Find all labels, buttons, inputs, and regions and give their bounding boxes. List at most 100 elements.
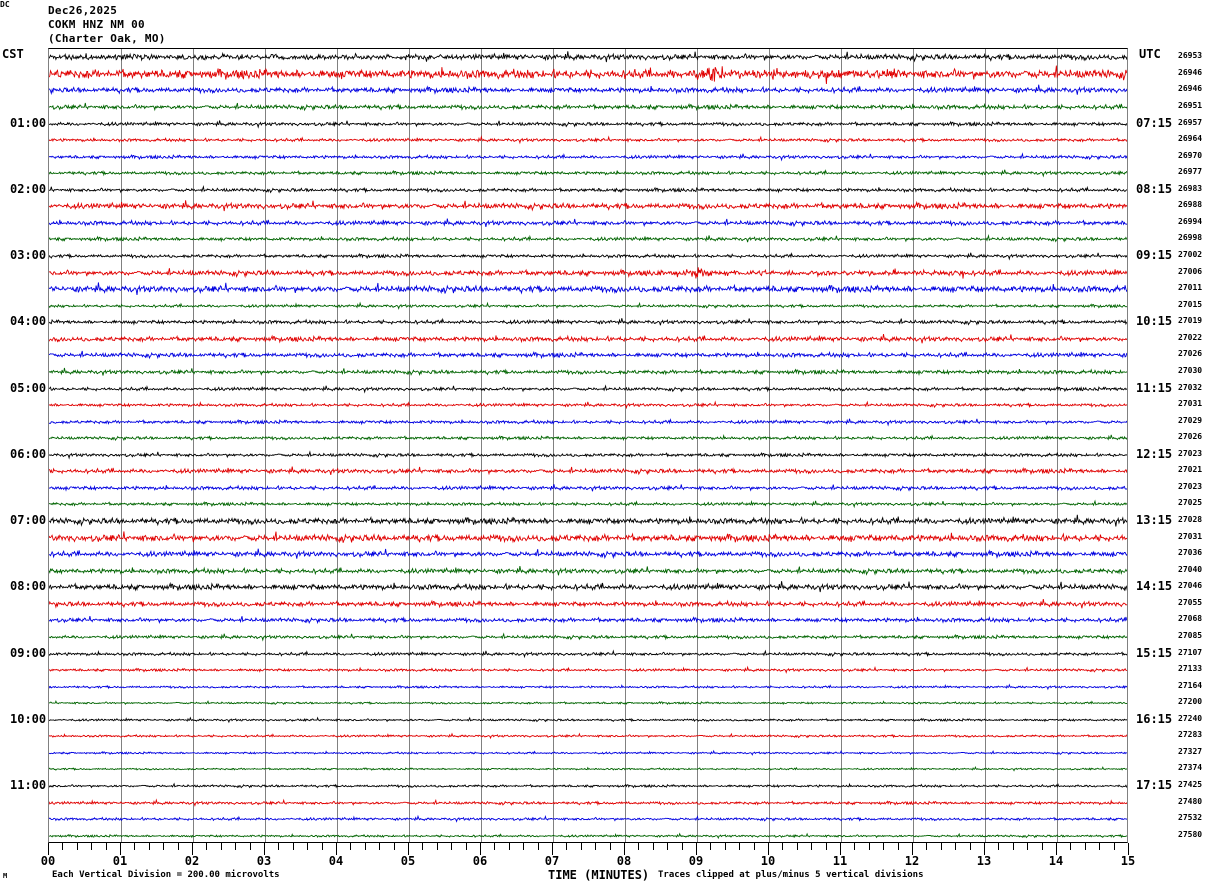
utc-time-label-1215: 12:15 xyxy=(1136,446,1173,461)
xtick-minor xyxy=(681,843,683,850)
dc-value-37: 27133 xyxy=(1178,664,1203,674)
xtick-label-14: 14 xyxy=(1048,854,1064,868)
trace-15 xyxy=(49,284,1127,328)
dc-value-19: 27030 xyxy=(1178,365,1203,375)
cst-time-label-0300: 03:00 xyxy=(10,248,47,263)
gridline-minute-09 xyxy=(697,49,698,842)
dc-value-1: 26946 xyxy=(1178,67,1203,77)
dc-value-15: 27015 xyxy=(1178,299,1203,309)
gridline-minute-06 xyxy=(481,49,482,842)
xtick-minor xyxy=(134,843,136,850)
dc-value-18: 27026 xyxy=(1178,349,1203,359)
trace-32 xyxy=(49,565,1127,609)
trace-18 xyxy=(49,333,1127,377)
xtick-minor xyxy=(955,843,957,850)
trace-40 xyxy=(49,698,1127,742)
dc-value-27: 27025 xyxy=(1178,498,1203,508)
dc-value-11: 26998 xyxy=(1178,233,1203,243)
utc-time-label-0715: 07:15 xyxy=(1136,115,1173,130)
xtick-minor xyxy=(436,843,438,850)
xtick-minor xyxy=(177,843,179,850)
utc-time-label-1315: 13:15 xyxy=(1136,513,1173,528)
dc-value-21: 27031 xyxy=(1178,399,1203,409)
cst-axis-label: CST xyxy=(2,47,24,61)
xtick-minor xyxy=(1070,843,1072,850)
trace-21 xyxy=(49,383,1127,427)
xtick-major-11 xyxy=(840,843,841,855)
xtick-major-04 xyxy=(336,843,337,855)
cst-time-label-0500: 05:00 xyxy=(10,380,47,395)
gridline-minute-10 xyxy=(769,49,770,842)
scale-note: Each Vertical Division = 200.00 microvol… xyxy=(52,870,280,880)
xtick-minor xyxy=(595,843,597,850)
xtick-label-15: 15 xyxy=(1120,854,1136,868)
trace-37 xyxy=(49,648,1127,692)
xtick-minor xyxy=(897,843,899,850)
dc-value-13: 27006 xyxy=(1178,266,1203,276)
cst-time-label-1000: 10:00 xyxy=(10,711,47,726)
xtick-minor xyxy=(364,843,366,850)
trace-47 xyxy=(49,814,1127,842)
cst-time-label-0200: 02:00 xyxy=(10,181,47,196)
dc-value-12: 27002 xyxy=(1178,250,1203,260)
utc-axis-label: UTC xyxy=(1139,47,1161,61)
trace-31 xyxy=(49,549,1127,593)
xtick-label-09: 09 xyxy=(688,854,704,868)
trace-42 xyxy=(49,731,1127,775)
xtick-label-12: 12 xyxy=(904,854,920,868)
trace-8 xyxy=(49,168,1127,212)
dc-value-45: 27480 xyxy=(1178,796,1203,806)
dc-value-26: 27023 xyxy=(1178,481,1203,491)
xtick-label-04: 04 xyxy=(328,854,344,868)
dc-value-36: 27107 xyxy=(1178,647,1203,657)
dc-value-6: 26970 xyxy=(1178,150,1203,160)
gridline-minute-07 xyxy=(553,49,554,842)
trace-30 xyxy=(49,532,1127,576)
seismogram-plot-area[interactable] xyxy=(48,48,1128,843)
xtick-major-09 xyxy=(696,843,697,855)
dc-value-22: 27029 xyxy=(1178,415,1203,425)
xtick-minor xyxy=(1041,843,1043,850)
xtick-minor xyxy=(235,843,237,850)
xtick-minor xyxy=(1084,843,1086,850)
trace-38 xyxy=(49,665,1127,709)
trace-23 xyxy=(49,416,1127,460)
xtick-minor xyxy=(76,843,78,850)
xtick-minor xyxy=(163,843,165,850)
xtick-minor xyxy=(508,843,510,850)
trace-16 xyxy=(49,300,1127,344)
xtick-minor xyxy=(393,843,395,850)
trace-11 xyxy=(49,217,1127,261)
dc-value-2: 26946 xyxy=(1178,84,1203,94)
trace-25 xyxy=(49,449,1127,493)
xtick-minor xyxy=(811,843,813,850)
xtick-minor xyxy=(883,843,885,850)
trace-14 xyxy=(49,267,1127,311)
xtick-major-02 xyxy=(192,843,193,855)
dc-value-40: 27240 xyxy=(1178,713,1203,723)
dc-value-35: 27085 xyxy=(1178,630,1203,640)
xtick-major-13 xyxy=(984,843,985,855)
trace-4 xyxy=(49,102,1127,146)
trace-36 xyxy=(49,632,1127,676)
xtick-minor xyxy=(537,843,539,850)
xtick-label-01: 01 xyxy=(112,854,128,868)
xtick-label-07: 07 xyxy=(544,854,560,868)
dc-value-31: 27040 xyxy=(1178,564,1203,574)
trace-20 xyxy=(49,367,1127,411)
header-date: Dec26,2025 xyxy=(48,4,118,17)
xtick-minor xyxy=(566,843,568,850)
cst-time-label-0800: 08:00 xyxy=(10,579,47,594)
trace-34 xyxy=(49,598,1127,642)
xtick-label-00: 00 xyxy=(40,854,56,868)
xtick-minor xyxy=(710,843,712,850)
xtick-minor xyxy=(724,843,726,850)
trace-0 xyxy=(49,49,1127,79)
cst-time-label-0900: 09:00 xyxy=(10,645,47,660)
dc-value-23: 27026 xyxy=(1178,432,1203,442)
dc-value-28: 27028 xyxy=(1178,515,1203,525)
dc-value-30: 27036 xyxy=(1178,548,1203,558)
xtick-minor xyxy=(667,843,669,850)
trace-44 xyxy=(49,764,1127,808)
dc-column-label: DC xyxy=(0,0,10,9)
